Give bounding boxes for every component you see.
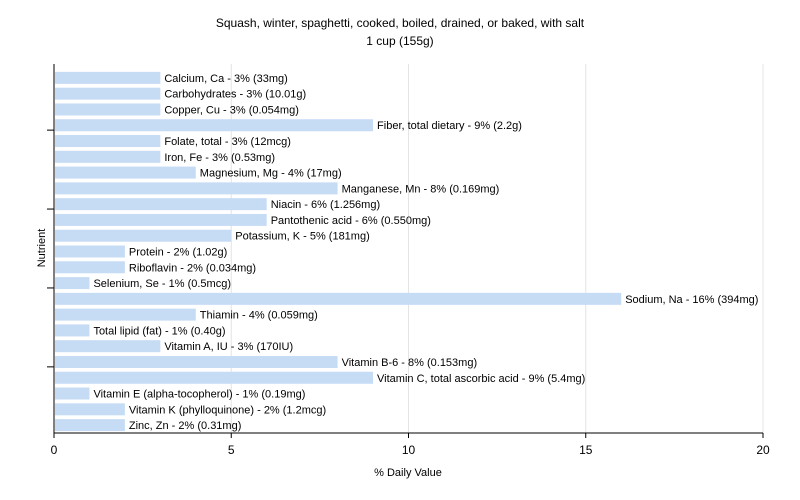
bar bbox=[55, 419, 125, 432]
bar bbox=[55, 150, 161, 163]
x-axis-label: % Daily Value bbox=[374, 467, 442, 479]
bar-label: Sodium, Na - 16% (394mg) bbox=[625, 294, 758, 306]
bar bbox=[55, 355, 338, 368]
bar-label: Potassium, K - 5% (181mg) bbox=[235, 231, 370, 243]
x-tick-labels: 0 5 10 15 20 bbox=[51, 443, 770, 457]
bar bbox=[55, 292, 622, 305]
bar bbox=[55, 182, 338, 195]
bars: Calcium, Ca - 3% (33mg) Carbohydrates - 3… bbox=[55, 71, 758, 432]
bar bbox=[55, 103, 161, 116]
bar-label: Selenium, Se - 1% (0.5mcg) bbox=[93, 278, 231, 290]
bar-label: Copper, Cu - 3% (0.054mg) bbox=[164, 104, 299, 116]
x-tick-label: 20 bbox=[756, 443, 770, 457]
bar bbox=[55, 340, 161, 353]
bar-label: Niacin - 6% (1.256mg) bbox=[271, 199, 380, 211]
bar bbox=[55, 229, 232, 242]
bar-label: Carbohydrates - 3% (10.01g) bbox=[164, 89, 306, 101]
bar bbox=[55, 261, 125, 274]
bar bbox=[55, 213, 267, 226]
bar-label: Total lipid (fat) - 1% (0.40g) bbox=[93, 325, 225, 337]
bar bbox=[55, 135, 161, 148]
bar-label: Magnesium, Mg - 4% (17mg) bbox=[200, 168, 342, 180]
bar-label: Vitamin A, IU - 3% (170IU) bbox=[164, 341, 293, 353]
bar-label: Manganese, Mn - 8% (0.169mg) bbox=[342, 183, 500, 195]
bar-label: Vitamin C, total ascorbic acid - 9% (5.4… bbox=[377, 373, 585, 385]
bar-label: Vitamin B-6 - 8% (0.153mg) bbox=[342, 357, 478, 369]
bar-label: Calcium, Ca - 3% (33mg) bbox=[164, 73, 287, 85]
bar-label: Pantothenic acid - 6% (0.550mg) bbox=[271, 215, 431, 227]
bar bbox=[55, 87, 161, 100]
bar-label: Fiber, total dietary - 9% (2.2g) bbox=[377, 120, 522, 132]
bar bbox=[55, 371, 374, 384]
bar-label: Vitamin E (alpha-tocopherol) - 1% (0.19m… bbox=[93, 389, 305, 401]
bar bbox=[55, 198, 267, 211]
y-axis-label: Nutrient bbox=[36, 229, 48, 268]
bar bbox=[55, 308, 196, 321]
chart-subtitle: 1 cup (155g) bbox=[366, 34, 433, 48]
x-tick-label: 10 bbox=[402, 443, 416, 457]
bar bbox=[55, 166, 196, 179]
bar bbox=[55, 277, 90, 290]
x-tick-label: 5 bbox=[228, 443, 235, 457]
bar bbox=[55, 324, 90, 337]
chart-title: Squash, winter, spaghetti, cooked, boile… bbox=[216, 16, 585, 30]
bar bbox=[55, 71, 161, 84]
bar-label: Zinc, Zn - 2% (0.31mg) bbox=[129, 420, 241, 432]
axes bbox=[47, 64, 764, 438]
x-tick-label: 0 bbox=[51, 443, 58, 457]
bar-label: Protein - 2% (1.02g) bbox=[129, 247, 227, 259]
bar-label: Riboflavin - 2% (0.034mg) bbox=[129, 262, 256, 274]
x-tick-label: 15 bbox=[579, 443, 593, 457]
bar bbox=[55, 387, 90, 400]
bar-label: Iron, Fe - 3% (0.53mg) bbox=[164, 152, 275, 164]
bar bbox=[55, 119, 374, 132]
bar-label: Vitamin K (phylloquinone) - 2% (1.2mcg) bbox=[129, 404, 326, 416]
bar bbox=[55, 245, 125, 258]
gridlines bbox=[230, 64, 764, 433]
bar bbox=[55, 403, 125, 416]
bar-label: Folate, total - 3% (12mcg) bbox=[164, 136, 291, 148]
bar-label: Thiamin - 4% (0.059mg) bbox=[200, 310, 318, 322]
